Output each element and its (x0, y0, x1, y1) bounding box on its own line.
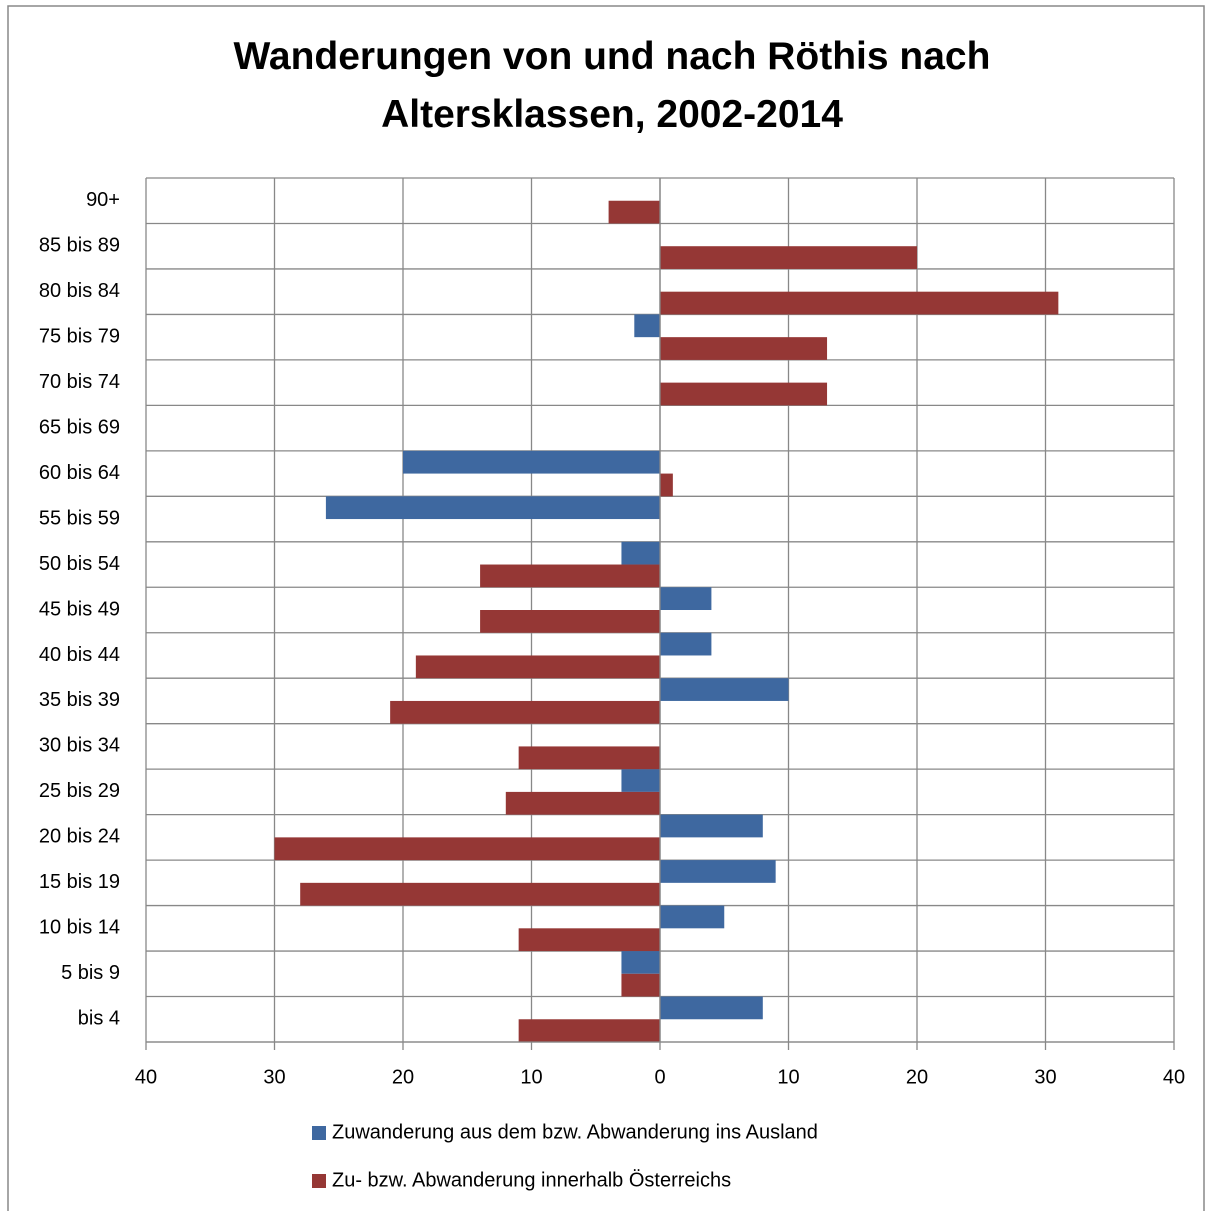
bar (660, 905, 725, 929)
y-tick-label: 10 bis 14 (39, 917, 120, 939)
bar (621, 769, 660, 792)
y-tick-label: 85 bis 89 (39, 234, 120, 256)
bar (274, 837, 660, 861)
bar (660, 246, 917, 269)
legend-label: Zuwanderung aus dem bzw. Abwanderung ins… (332, 1121, 818, 1143)
bar (480, 564, 660, 588)
bar (518, 746, 660, 770)
y-tick-label: 75 bis 79 (39, 325, 120, 347)
x-tick-label: 20 (906, 1066, 928, 1088)
bar (660, 291, 1059, 315)
y-tick-label: 40 bis 44 (39, 644, 120, 666)
chart-title: Wanderungen von und nach Röthis nach Alt… (233, 35, 991, 136)
bar (403, 450, 660, 474)
bar (660, 814, 763, 838)
bar (518, 928, 660, 952)
y-tick-label: 65 bis 69 (39, 416, 120, 438)
bar (390, 700, 660, 724)
legend-swatch (312, 1126, 326, 1140)
y-tick-label: 35 bis 39 (39, 689, 120, 711)
bar (518, 1019, 660, 1042)
y-tick-label: 25 bis 29 (39, 780, 120, 802)
bar (621, 973, 660, 997)
y-tick-label: 15 bis 19 (39, 871, 120, 893)
bar (480, 610, 660, 633)
x-tick-label: 0 (654, 1066, 665, 1088)
x-tick-label: 10 (520, 1066, 542, 1088)
x-tick-label: 30 (1034, 1066, 1056, 1088)
y-tick-label: bis 4 (78, 1008, 120, 1030)
y-tick-label: 80 bis 84 (39, 280, 120, 302)
y-tick-label: 5 bis 9 (61, 962, 120, 984)
bar (660, 337, 828, 360)
bar (621, 541, 660, 565)
x-tick-label: 40 (135, 1066, 157, 1088)
bar (660, 632, 712, 656)
y-tick-label: 50 bis 54 (39, 553, 120, 575)
chart-border (7, 5, 1205, 1211)
bar (660, 382, 828, 406)
bar (325, 496, 660, 520)
y-tick-label: 90+ (86, 189, 120, 211)
legend-label: Zu- bzw. Abwanderung innerhalb Österreic… (332, 1169, 731, 1191)
bar (660, 678, 789, 701)
bar (300, 882, 660, 906)
x-tick-label: 20 (392, 1066, 414, 1088)
bar (505, 791, 660, 815)
bar (660, 587, 712, 610)
y-tick-label: 60 bis 64 (39, 462, 120, 484)
x-tick-label: 40 (1163, 1066, 1185, 1088)
y-tick-label: 45 bis 49 (39, 598, 120, 620)
bar (415, 655, 660, 679)
bar (634, 314, 660, 338)
bar (660, 860, 776, 883)
y-tick-label: 70 bis 74 (39, 371, 120, 393)
x-tick-label: 30 (263, 1066, 285, 1088)
bar (621, 951, 660, 974)
x-tick-label: 10 (777, 1066, 799, 1088)
y-tick-label: 20 bis 24 (39, 826, 120, 848)
bar (660, 473, 673, 497)
legend-swatch (312, 1174, 326, 1188)
y-tick-label: 30 bis 34 (39, 735, 120, 757)
y-tick-label: 55 bis 59 (39, 507, 120, 529)
bar (660, 996, 763, 1020)
bar (608, 200, 660, 224)
